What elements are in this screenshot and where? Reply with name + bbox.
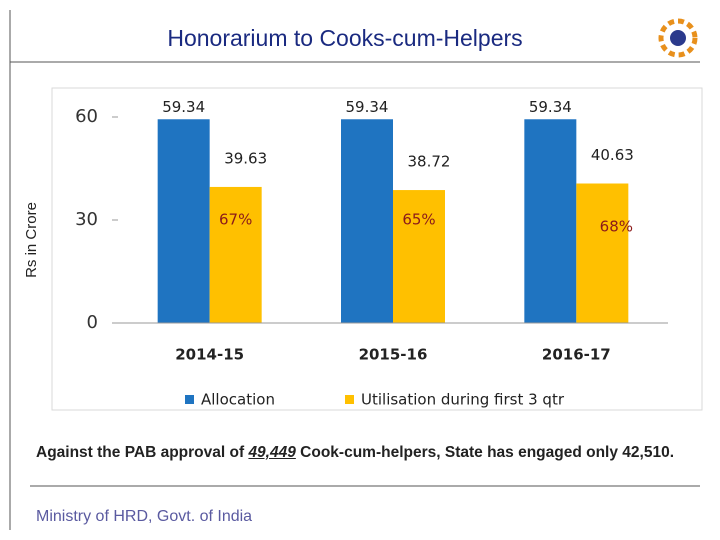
note-highlight: 49,449 [248,444,296,461]
chart-frame [51,87,703,411]
percent-annotation: 67% [219,211,252,229]
value-label: 38.72 [408,153,451,171]
x-tick-label: 2015-16 [359,346,428,364]
legend-label: Utilisation during first 3 qtr [361,391,565,409]
note: Against the PAB approval of 49,449 Cook-… [36,443,686,463]
x-tick-label: 2014-15 [175,346,244,364]
x-tick-label: 2016-17 [542,346,611,364]
logo [658,18,698,58]
bar [209,186,262,323]
value-label: 59.34 [346,98,389,116]
value-label: 59.34 [162,98,205,116]
bar [576,183,629,323]
value-label: 59.34 [529,98,572,116]
bar [157,119,210,324]
y-tick-label: 0 [87,312,98,333]
note-text: Cook-cum-helpers, State has engaged only… [295,444,675,461]
y-tick-label: 30 [75,209,98,230]
legend-label: Allocation [201,391,275,409]
bar [393,190,445,323]
logo-ring [658,18,698,58]
chart-title: Honorarium to Cooks-cum-Helpers [167,25,522,51]
legend-swatch [345,395,354,404]
legend-swatch [185,395,194,404]
percent-annotation: 68% [600,218,633,236]
logo-center [670,30,686,46]
value-label: 40.63 [591,146,634,164]
bar [341,119,393,324]
percent-annotation: 65% [402,211,435,229]
y-axis-label: Rs in Crore [23,202,40,278]
footer: Ministry of HRD, Govt. of India [36,508,253,525]
note-text: Against the PAB approval of [36,444,249,461]
y-tick-label: 60 [75,106,98,127]
bar [524,119,577,324]
value-label: 39.63 [224,149,267,167]
